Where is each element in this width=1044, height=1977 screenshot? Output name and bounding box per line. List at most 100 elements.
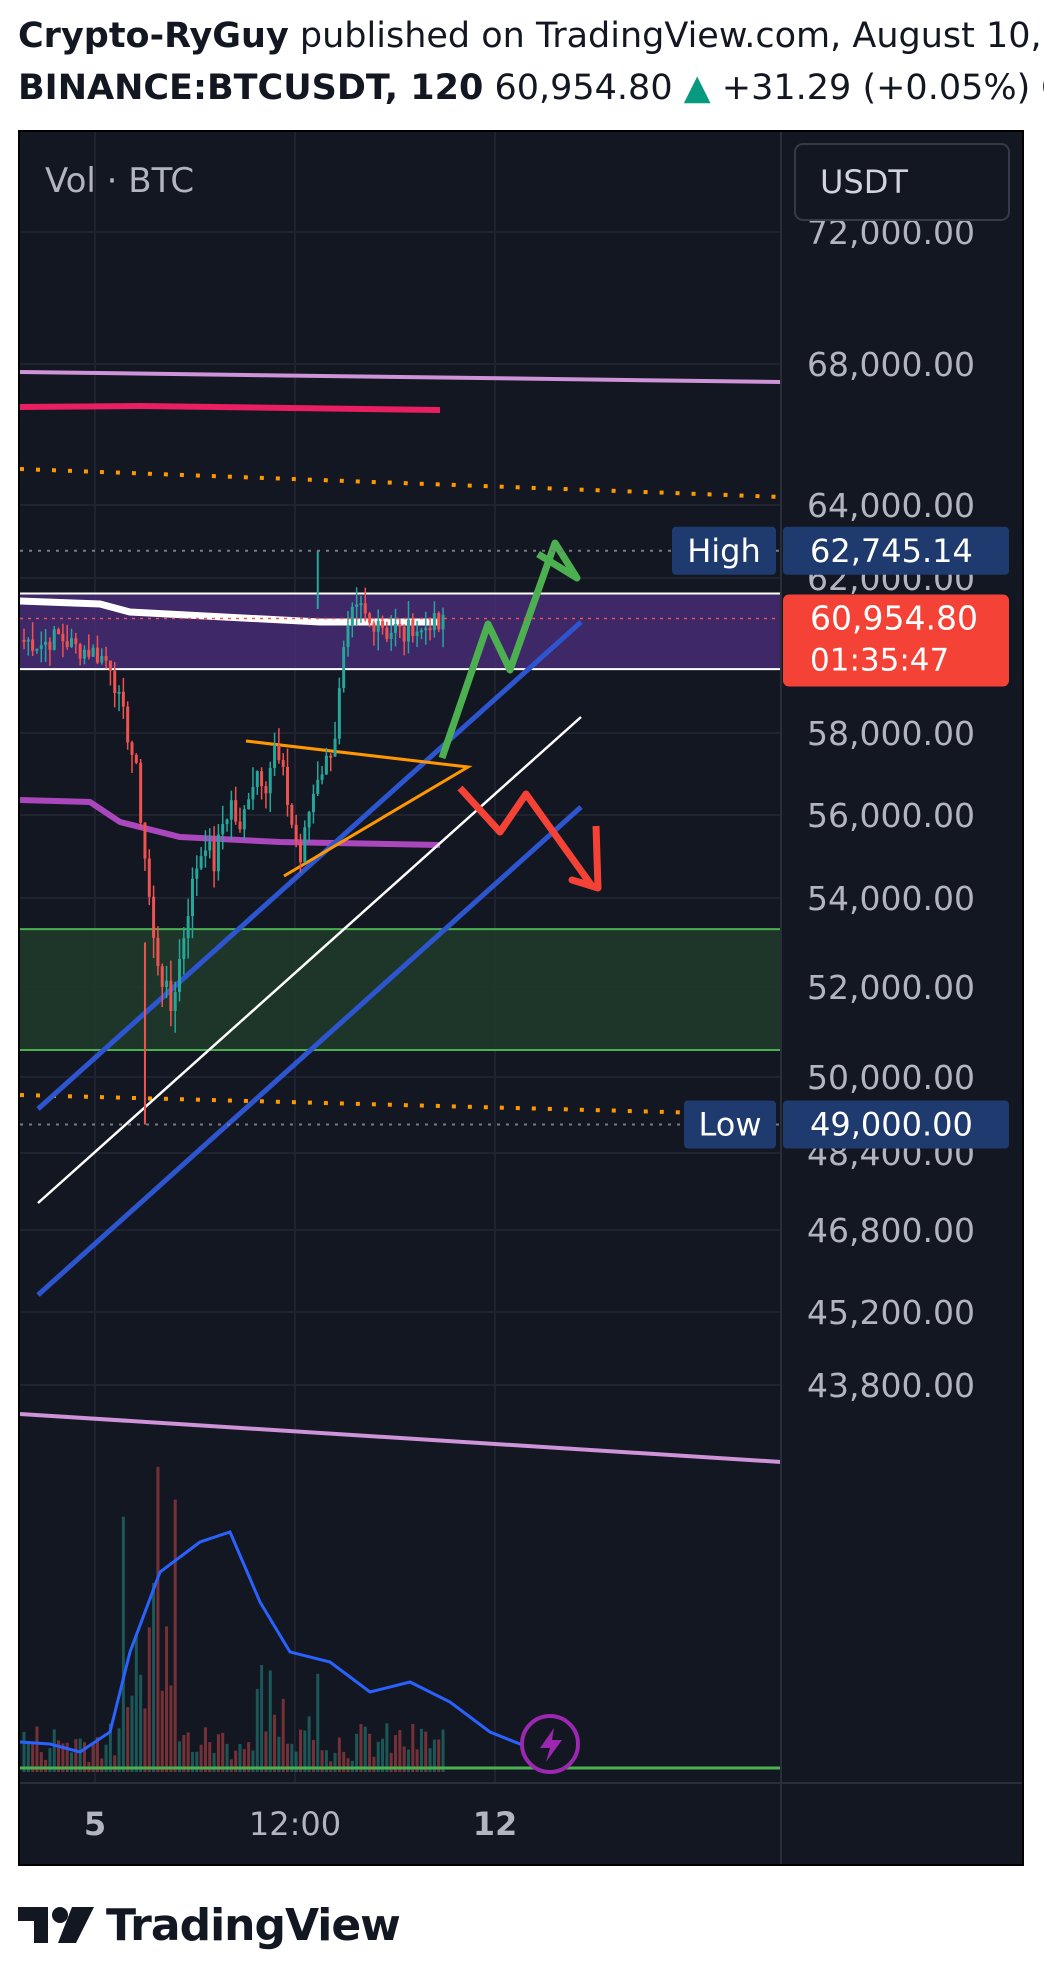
candle-body-68 [316, 779, 320, 794]
volume-bar-41 [199, 1744, 203, 1772]
candle-body-96 [437, 613, 441, 630]
low-value: 49,000.00 [810, 1106, 973, 1144]
volume-indicator-label[interactable]: Vol · BTC [45, 161, 194, 201]
price-axis-label-4: 58,000.00 [807, 714, 975, 753]
candle-body-49 [234, 800, 238, 822]
volume-bar-16 [91, 1743, 95, 1772]
candle-body-82 [376, 620, 380, 632]
volume-bar-75 [346, 1758, 350, 1772]
candle-body-70 [324, 755, 328, 775]
candle-body-10 [65, 641, 69, 647]
price-axis-label-8: 50,000.00 [807, 1058, 975, 1097]
candle-body-52 [247, 799, 251, 810]
published-text: published on TradingView.com, August 10,… [288, 16, 1044, 56]
price-axis-label-6: 54,000.00 [807, 879, 975, 918]
tradingview-logo[interactable]: TradingView [18, 1895, 401, 1955]
volume-bar-53 [251, 1750, 255, 1772]
candle-body-66 [307, 812, 311, 828]
price-tags: High 62,745.14 Low 49,000.00 60,954.80 01:35:… [672, 526, 1009, 1149]
price-axis-label-1: 68,000.00 [807, 345, 975, 384]
candle-body-61 [286, 766, 290, 805]
overlay [20, 549, 781, 1774]
candle-body-47 [225, 819, 229, 825]
volume-bar-4 [39, 1752, 43, 1772]
candle-body-35 [173, 991, 177, 1011]
candle-body-1 [26, 639, 30, 642]
volume-ma-line [20, 1530, 541, 1754]
volume-bar-45 [216, 1734, 220, 1772]
candle-body-63 [294, 824, 298, 843]
price-axis-label-7: 52,000.00 [807, 968, 975, 1007]
candle-body-97 [441, 614, 445, 630]
volume-bars [20, 1466, 781, 1772]
bearish-arrow [457, 785, 602, 892]
volume-bar-38 [186, 1732, 190, 1772]
price-chart[interactable]: 72,000.0068,000.0064,000.0062,000.0058,0… [20, 132, 1022, 1864]
candle-body-15 [87, 649, 91, 657]
candle-body-80 [368, 613, 372, 624]
volume-bar-37 [182, 1735, 186, 1772]
volume-bar-30 [152, 1582, 156, 1772]
volume-bar-6 [48, 1748, 52, 1772]
volume-bar-95 [432, 1739, 436, 1772]
volume-bar-23 [121, 1516, 125, 1772]
volume-bar-88 [402, 1746, 406, 1772]
currency-button-label[interactable]: USDT [820, 163, 908, 201]
candle-body-79 [363, 603, 367, 614]
candle-body-16 [91, 647, 95, 657]
last-price-value: 60,954.80 [810, 599, 978, 638]
volume-bar-78 [359, 1724, 363, 1772]
candle-body-19 [104, 656, 108, 661]
volume-bar-85 [389, 1752, 393, 1772]
candle-body-58 [273, 744, 277, 768]
candle-body-4 [39, 645, 43, 649]
candle-body-31 [156, 937, 160, 967]
currency-button[interactable]: USDT [794, 143, 1010, 221]
channel-upper [36, 620, 583, 1111]
candle-body-83 [381, 620, 385, 628]
candle-body-27 [139, 762, 143, 823]
candle-body-95 [432, 613, 436, 631]
price-axis-label-11: 45,200.00 [807, 1293, 975, 1332]
high-value-box [783, 526, 1009, 575]
candle-body-85 [389, 632, 393, 639]
last-price-box [783, 594, 1009, 687]
author-name[interactable]: Crypto-RyGuy [18, 16, 289, 56]
volume-bar-90 [411, 1724, 415, 1772]
volume-bar-62 [290, 1743, 294, 1772]
volume-bar-11 [70, 1752, 74, 1772]
candle-body-93 [424, 627, 428, 631]
volume-bar-82 [376, 1741, 380, 1772]
volume-bar-22 [117, 1728, 121, 1772]
candle-body-60 [281, 760, 285, 767]
candle-body-6 [48, 641, 52, 650]
price-axis-label-10: 46,800.00 [807, 1211, 975, 1250]
price-axis[interactable]: 72,000.0068,000.0064,000.0062,000.0058,0… [807, 213, 975, 1405]
candle-body-29 [147, 858, 151, 897]
candle-body-44 [212, 841, 216, 872]
volume-bar-1 [26, 1744, 30, 1772]
currency-button-frame[interactable] [794, 143, 1010, 221]
volume-bar-80 [368, 1733, 372, 1772]
candle-body-34 [169, 980, 173, 1011]
triangle-pattern [245, 739, 473, 878]
volume-bar-83 [381, 1738, 385, 1772]
time-axis[interactable]: 5 12:00 12 [84, 1805, 517, 1843]
volume-bar-26 [134, 1634, 138, 1772]
high-label: High [687, 532, 761, 570]
candle-body-56 [264, 786, 268, 794]
candles [22, 550, 445, 1125]
volume-bar-34 [169, 1685, 173, 1772]
candle-body-32 [160, 966, 164, 987]
volume-bar-20 [108, 1723, 112, 1772]
tradingview-logo-icon [18, 1907, 94, 1943]
volume-bar-29 [147, 1627, 151, 1772]
channel-lower [36, 805, 583, 1297]
volume-bar-44 [212, 1753, 216, 1772]
candle-body-24 [126, 706, 130, 743]
candle-body-86 [394, 624, 398, 633]
volume-bar-74 [342, 1751, 346, 1772]
volume-bar-19 [104, 1744, 108, 1772]
volume-bar-48 [229, 1759, 233, 1772]
volume-bar-36 [178, 1741, 182, 1772]
